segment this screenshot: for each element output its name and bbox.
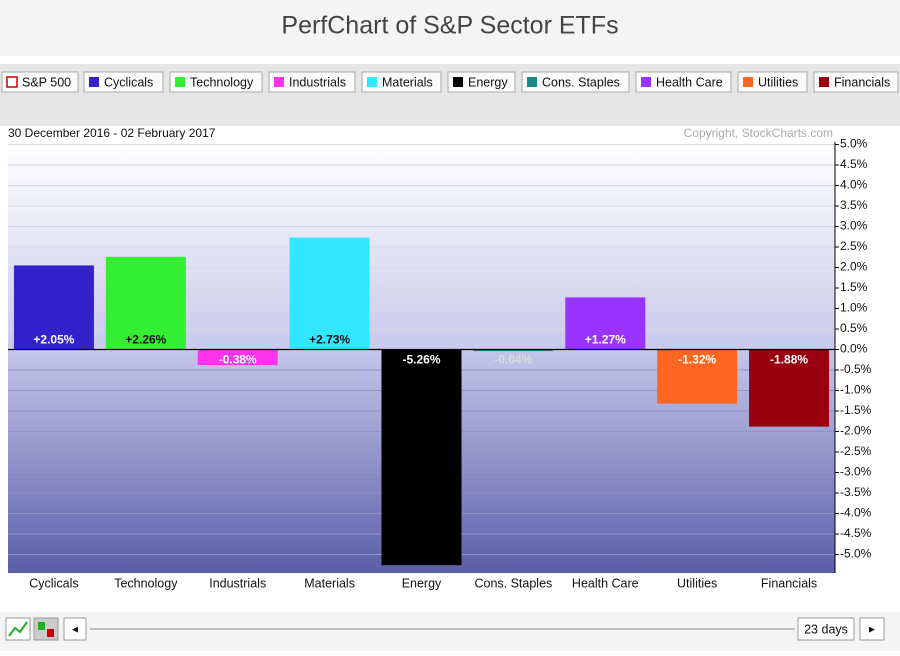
legend-swatch [89, 77, 99, 87]
value-label: -5.26% [402, 353, 440, 367]
legend-item[interactable] [1, 71, 79, 93]
x-tick-label: Materials [304, 576, 355, 590]
y-tick-label: -5.0% [840, 547, 872, 561]
value-label: -1.32% [678, 353, 716, 367]
y-tick-label: 3.0% [840, 219, 868, 233]
legend-item[interactable] [83, 71, 164, 93]
x-tick-label: Cyclicals [29, 576, 78, 590]
y-tick-label: 4.5% [840, 157, 868, 171]
bar-chart-button[interactable] [33, 617, 59, 641]
line-chart-button[interactable] [5, 617, 31, 641]
line-icon [8, 621, 28, 637]
legend-swatch [367, 77, 377, 87]
x-tick-label: Energy [402, 576, 442, 590]
value-label: -0.04% [494, 353, 532, 367]
legend-swatch [274, 77, 284, 87]
bar [381, 349, 462, 566]
date-range: 30 December 2016 - 02 February 2017 [8, 126, 216, 140]
bar [197, 349, 278, 366]
credit: Copyright, StockCharts.com [684, 126, 833, 140]
y-tick-label: -4.5% [840, 526, 872, 540]
arrow-left: ◄ [70, 625, 80, 636]
y-tick-label: -1.0% [840, 383, 872, 397]
x-tick-label: Cons. Staples [474, 576, 552, 590]
x-tick-label: Technology [114, 576, 178, 590]
value-label: +1.27% [585, 333, 626, 347]
legend-item[interactable] [813, 71, 899, 93]
y-tick-label: -2.5% [840, 444, 872, 458]
bar [473, 349, 554, 352]
value-label: -0.38% [219, 353, 257, 367]
legend-swatch [453, 77, 463, 87]
legend-swatch [527, 77, 537, 87]
legend-label: Health Care [656, 75, 723, 89]
legend-item[interactable] [447, 71, 516, 93]
period-box[interactable] [797, 617, 855, 641]
y-tick-label: 0.5% [840, 321, 868, 335]
bar [657, 349, 738, 404]
value-label: -1.88% [770, 353, 808, 367]
bar [749, 349, 830, 427]
value-label: +2.73% [309, 333, 350, 347]
x-tick-label: Health Care [572, 576, 639, 590]
chart-title: PerfChart of S&P Sector ETFs [281, 12, 618, 40]
y-tick-label: -1.5% [840, 403, 872, 417]
legend-label: Energy [468, 75, 508, 89]
value-label: +2.05% [33, 333, 74, 347]
bar [13, 265, 94, 350]
scroll-left[interactable] [63, 617, 87, 641]
control-band [0, 612, 900, 651]
legend-label: Cyclicals [104, 75, 153, 89]
arrow-right: ► [867, 625, 877, 636]
legend-item[interactable] [635, 71, 732, 93]
bar-icon [47, 629, 54, 637]
legend-item[interactable] [169, 71, 263, 93]
y-tick-label: 1.5% [840, 280, 868, 294]
period-label: 23 days [804, 622, 848, 636]
x-tick-label: Financials [761, 576, 817, 590]
legend-label: Financials [834, 75, 890, 89]
legend-item[interactable] [737, 71, 808, 93]
legend-item[interactable] [268, 71, 356, 93]
legend-item[interactable] [361, 71, 442, 93]
y-tick-label: -4.0% [840, 506, 872, 520]
legend-label: Cons. Staples [542, 75, 620, 89]
legend-swatch [641, 77, 651, 87]
y-tick-label: 4.0% [840, 178, 868, 192]
y-tick-label: 5.0% [840, 137, 868, 151]
legend-label: Utilities [758, 75, 798, 89]
legend-label: Technology [190, 75, 254, 89]
y-tick-label: -0.5% [840, 362, 872, 376]
legend-swatch [819, 77, 829, 87]
y-tick-label: 3.5% [840, 198, 868, 212]
bar [289, 237, 370, 350]
legend-swatch [743, 77, 753, 87]
y-tick-label: -3.0% [840, 465, 872, 479]
legend-item[interactable] [521, 71, 630, 93]
x-tick-label: Utilities [677, 576, 717, 590]
y-tick-label: 0.0% [840, 342, 868, 356]
legend-swatch [175, 77, 185, 87]
y-tick-label: 2.5% [840, 239, 868, 253]
legend-label: Industrials [289, 75, 346, 89]
y-tick-label: -2.0% [840, 424, 872, 438]
y-tick-label: 1.0% [840, 301, 868, 315]
y-tick-label: 2.0% [840, 260, 868, 274]
scroll-right[interactable] [859, 617, 885, 641]
bar-icon [38, 622, 45, 630]
bar [105, 256, 186, 350]
legend-label: S&P 500 [22, 75, 71, 89]
legend-label: Materials [382, 75, 433, 89]
value-label: +2.26% [125, 333, 166, 347]
legend-swatch [6, 76, 18, 88]
bar [565, 297, 646, 350]
x-tick-label: Industrials [209, 576, 266, 590]
title-band [0, 0, 900, 56]
y-tick-label: -3.5% [840, 485, 872, 499]
